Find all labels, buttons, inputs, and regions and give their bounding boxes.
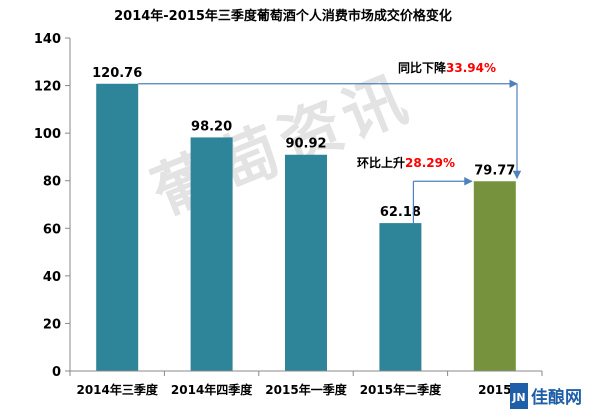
data-label: 98.20 xyxy=(191,119,232,134)
value-labels: 120.76 98.20 90.92 62.18 79.77 xyxy=(92,66,515,220)
data-label: 62.18 xyxy=(380,205,421,220)
y-tick-label: 20 xyxy=(43,317,61,332)
yoy-annotation: 同比下降33.94% xyxy=(398,60,496,75)
yoy-annotation-prefix: 同比下降 xyxy=(398,60,447,75)
logo-mark-box xyxy=(510,383,528,409)
bar xyxy=(190,137,233,371)
logo-text: 佳酿网 xyxy=(531,387,582,408)
y-tick-label: 140 xyxy=(34,32,61,47)
comparison-arrows xyxy=(138,79,522,224)
bar xyxy=(379,223,422,371)
y-tick-label: 0 xyxy=(52,365,61,380)
x-tick-label: 2015 xyxy=(478,383,511,397)
y-tick-label: 80 xyxy=(43,175,61,190)
yoy-annotation-value: 33.94% xyxy=(446,61,496,75)
bar xyxy=(473,181,516,371)
data-label: 90.92 xyxy=(285,137,326,152)
logo-mark: JN xyxy=(511,391,525,404)
y-tick-label: 40 xyxy=(43,270,61,285)
qoq-annotation-prefix: 环比上升 xyxy=(357,155,405,170)
qoq-annotation-value: 28.29% xyxy=(405,156,455,170)
bar xyxy=(96,83,139,371)
x-tick-label: 2014年三季度 xyxy=(76,382,158,397)
qoq-annotation: 环比上升28.29% xyxy=(357,155,455,170)
y-tick-label: 120 xyxy=(34,80,61,95)
x-tick-label: 2014年四季度 xyxy=(171,382,253,397)
x-tick-label: 2015年二季度 xyxy=(360,382,442,397)
bar xyxy=(285,154,327,371)
y-tick-label: 100 xyxy=(34,127,61,142)
y-axis: 0 20 40 60 80 100 120 140 xyxy=(34,32,71,380)
chart-title: 2014年-2015年三季度葡萄酒个人消费市场成交价格变化 xyxy=(114,8,452,24)
bars xyxy=(96,83,516,371)
data-label: 79.77 xyxy=(474,163,515,178)
logo: JN 佳酿网 xyxy=(510,383,582,409)
data-label: 120.76 xyxy=(92,66,142,81)
x-tick-label: 2015年一季度 xyxy=(265,382,347,397)
x-axis: 2014年三季度 2014年四季度 2015年一季度 2015年二季度 2015 xyxy=(69,370,543,397)
y-tick-label: 60 xyxy=(43,222,61,237)
